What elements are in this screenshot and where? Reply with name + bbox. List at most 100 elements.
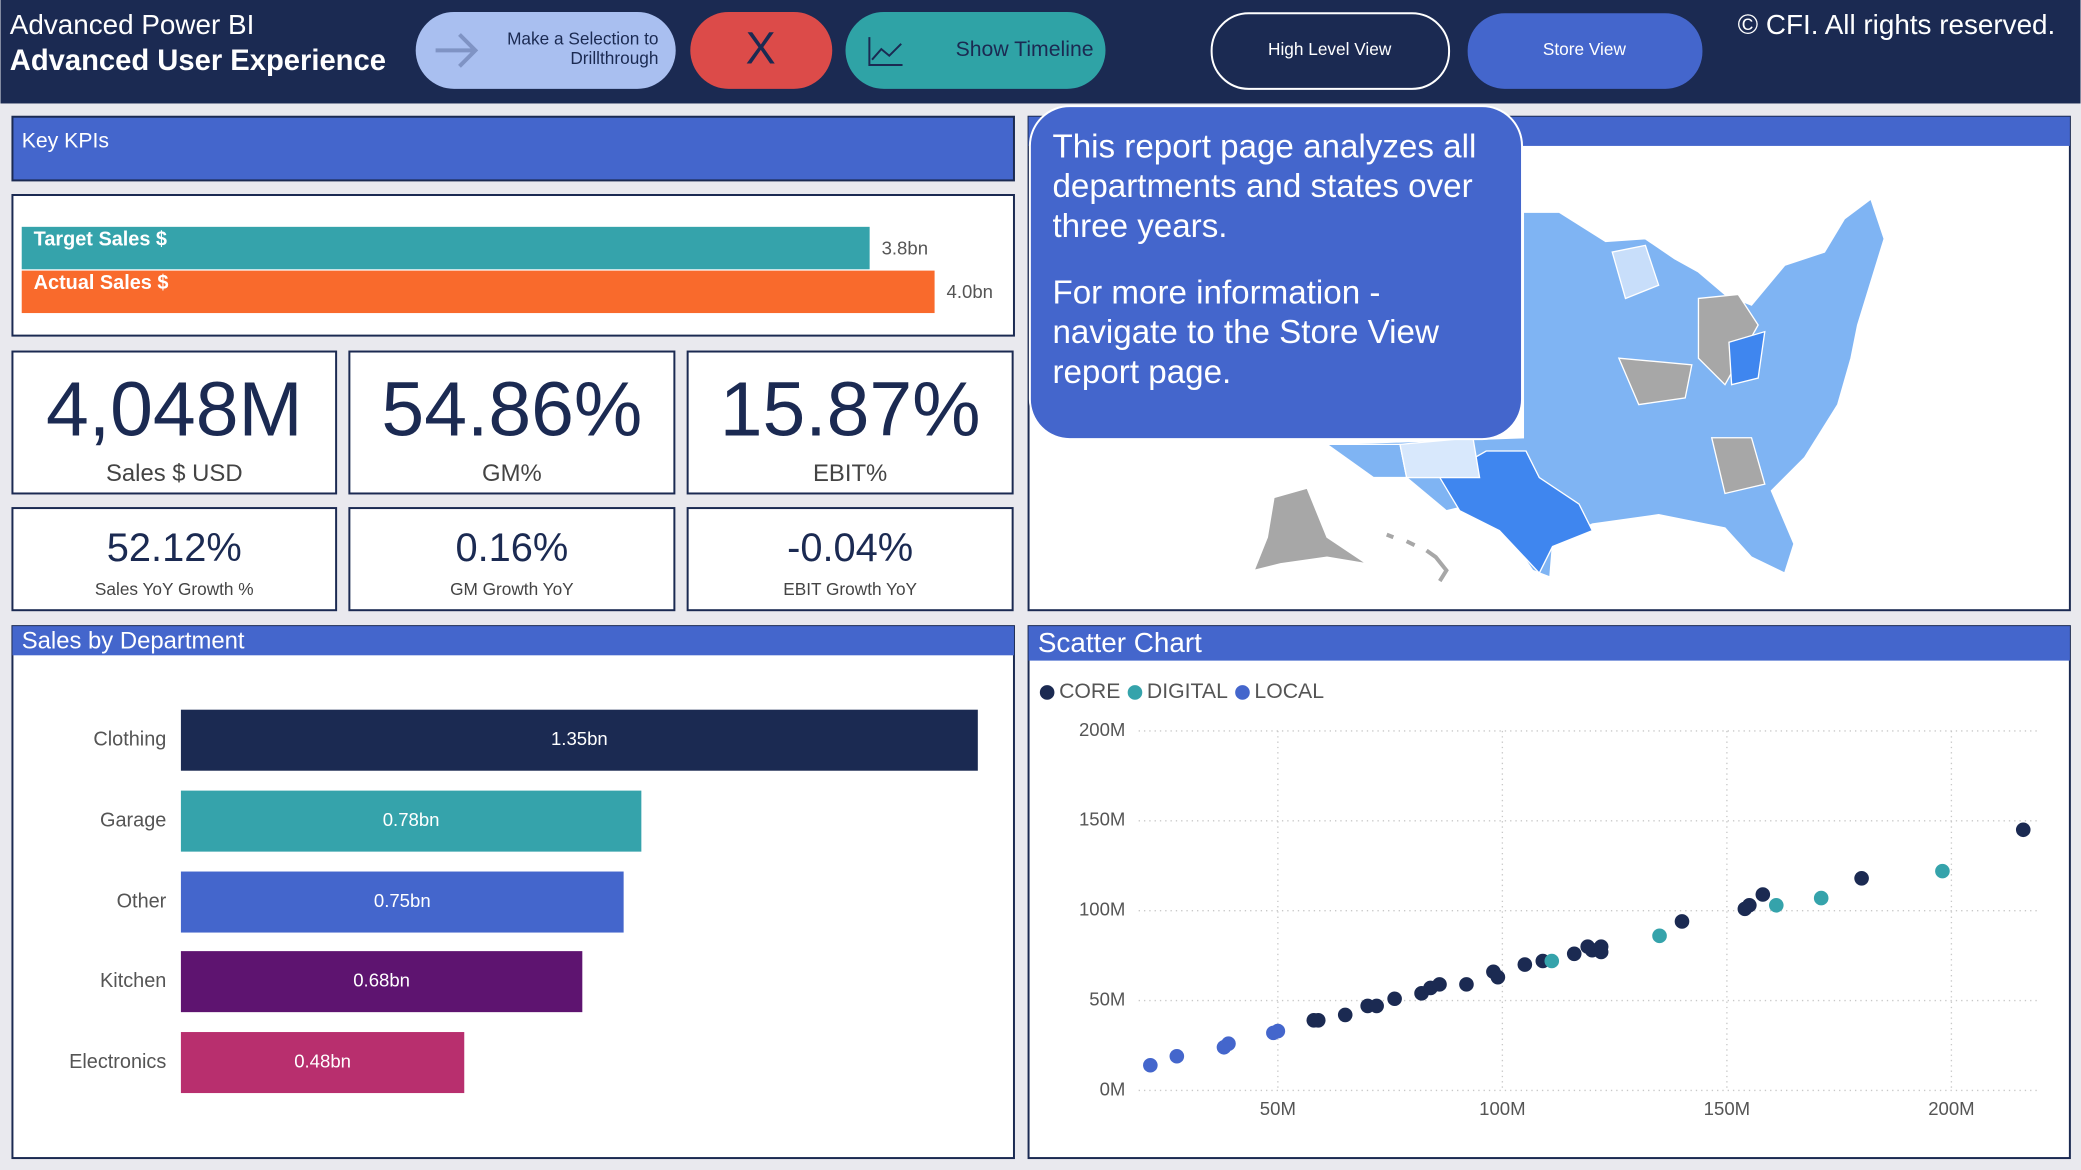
kpi-label: Sales $ USD [106,460,243,487]
kpi-card [686,350,1014,495]
header-subtitle: Advanced User Experience [10,45,386,77]
panel [1027,625,2071,1160]
button-bg [1467,13,1703,89]
scatter-point [1387,991,1402,1007]
scatter-point [1517,957,1533,972]
x-tick-label: 50M [1260,1098,1296,1119]
button-bg [1210,12,1451,90]
scatter-point [1854,871,1869,886]
kpi-label: GM% [482,460,542,487]
bar-category-label: Target Sales $ [34,228,167,250]
legend-swatch [1127,685,1143,700]
bar-value-label: 3.8bn [882,237,928,258]
legend-label: CORE [1059,680,1120,703]
scatter-point [1143,1057,1158,1073]
kpi-value: 54.86% [381,367,642,453]
tooltip-line: This report page analyzes all [1052,128,1476,165]
bar-category-label: Actual Sales $ [34,272,169,294]
scatter-point [1652,928,1667,944]
map-region [1728,330,1766,386]
bar-value-label: 0.48bn [294,1050,351,1071]
header-title: Advanced Power BI [10,9,255,40]
y-tick-label: Other [117,890,167,912]
bar [180,871,624,933]
map-region [1710,437,1766,495]
map-alaska [1252,487,1368,572]
tooltip-line: departments and states over [1052,168,1472,205]
scatter-point [1813,890,1829,906]
kpi-label: Sales YoY Growth % [95,579,254,599]
scatter-point [1544,953,1560,969]
legend-swatch [1235,685,1250,700]
legend-swatch [1039,685,1055,700]
tooltip [1028,105,1524,441]
scatter-point [1593,944,1609,960]
panel-title: Sales by Department [22,627,245,654]
scatter-point [1459,977,1474,992]
kpi-label: EBIT% [813,460,887,487]
kpi-card [11,350,338,495]
legend-label: DIGITAL [1147,680,1228,703]
button-label: X [746,23,776,74]
kpi-value: 4,048M [46,367,303,453]
clear-button[interactable]: X [690,11,833,89]
y-tick-label: 200M [1079,719,1125,740]
scatter-point [2015,822,2031,838]
scatter-point [1768,897,1784,913]
scatter-point [1310,1013,1326,1028]
scatter-point [1337,1007,1353,1023]
panel-title: Scatter Chart [1038,627,1202,658]
map-hawaii [1385,532,1449,583]
bar [180,709,978,771]
bar [180,951,583,1013]
store-view-button[interactable]: Store View [1467,13,1703,89]
map-region [1611,244,1660,300]
tooltip-line: For more information - [1052,274,1380,311]
kpi-value: -0.04% [787,526,913,570]
panel-header [12,626,1014,656]
button-bg [415,11,676,89]
x-tick-label: 100M [1479,1098,1525,1119]
kpi-card [686,507,1014,612]
arrow-icon [435,33,479,68]
bar-value-label: 0.75bn [374,890,431,911]
button-label: Drillthrough [570,48,658,68]
kpi-label: GM Growth YoY [450,579,574,599]
legend-label: LOCAL [1254,680,1324,703]
tooltip-line: report page. [1052,354,1231,391]
scatter-point [1369,998,1384,1014]
y-tick-label: 100M [1079,899,1125,920]
bar [21,226,870,270]
kpi-card [348,507,676,612]
bar-value-label: 0.78bn [383,809,440,830]
button-bg [690,11,833,89]
scatter-point [1221,1036,1236,1051]
x-tick-label: 200M [1928,1098,1974,1119]
y-tick-label: Electronics [69,1051,166,1073]
scatter-point [1270,1023,1286,1039]
panel-header [1028,626,2070,661]
tooltip-text: This report page analyzes alldepartments… [1052,128,1476,391]
scatter-point [1935,863,1950,879]
y-tick-label: Garage [100,809,166,831]
bar-value-label: 1.35bn [551,728,608,749]
drillthrough-button[interactable]: Make a Selection to Drillthrough [415,11,676,89]
tooltip-line: three years. [1052,208,1227,245]
kpi-card [11,507,338,612]
scatter-point [1169,1048,1185,1064]
scatter-point [1566,946,1582,962]
button-label: High Level View [1268,39,1392,59]
scatter-point [1432,977,1447,992]
high-level-view-button[interactable]: High Level View [1210,12,1451,90]
scatter-point [1742,897,1757,913]
button-bg [845,11,1106,89]
kpi-card [348,350,676,495]
x-tick-label: 150M [1704,1098,1750,1119]
tooltip-line: navigate to the Store View [1052,314,1440,351]
panel-title: Key KPIs [22,130,109,153]
timeline-button[interactable]: Show Timeline [845,11,1106,89]
y-tick-label: 50M [1089,988,1125,1009]
bar-value-label: 0.68bn [353,970,410,991]
kpi-cards: 4,048M Sales $ USD 54.86% GM% 15.87% EBIT% 52.… [11,350,1014,612]
